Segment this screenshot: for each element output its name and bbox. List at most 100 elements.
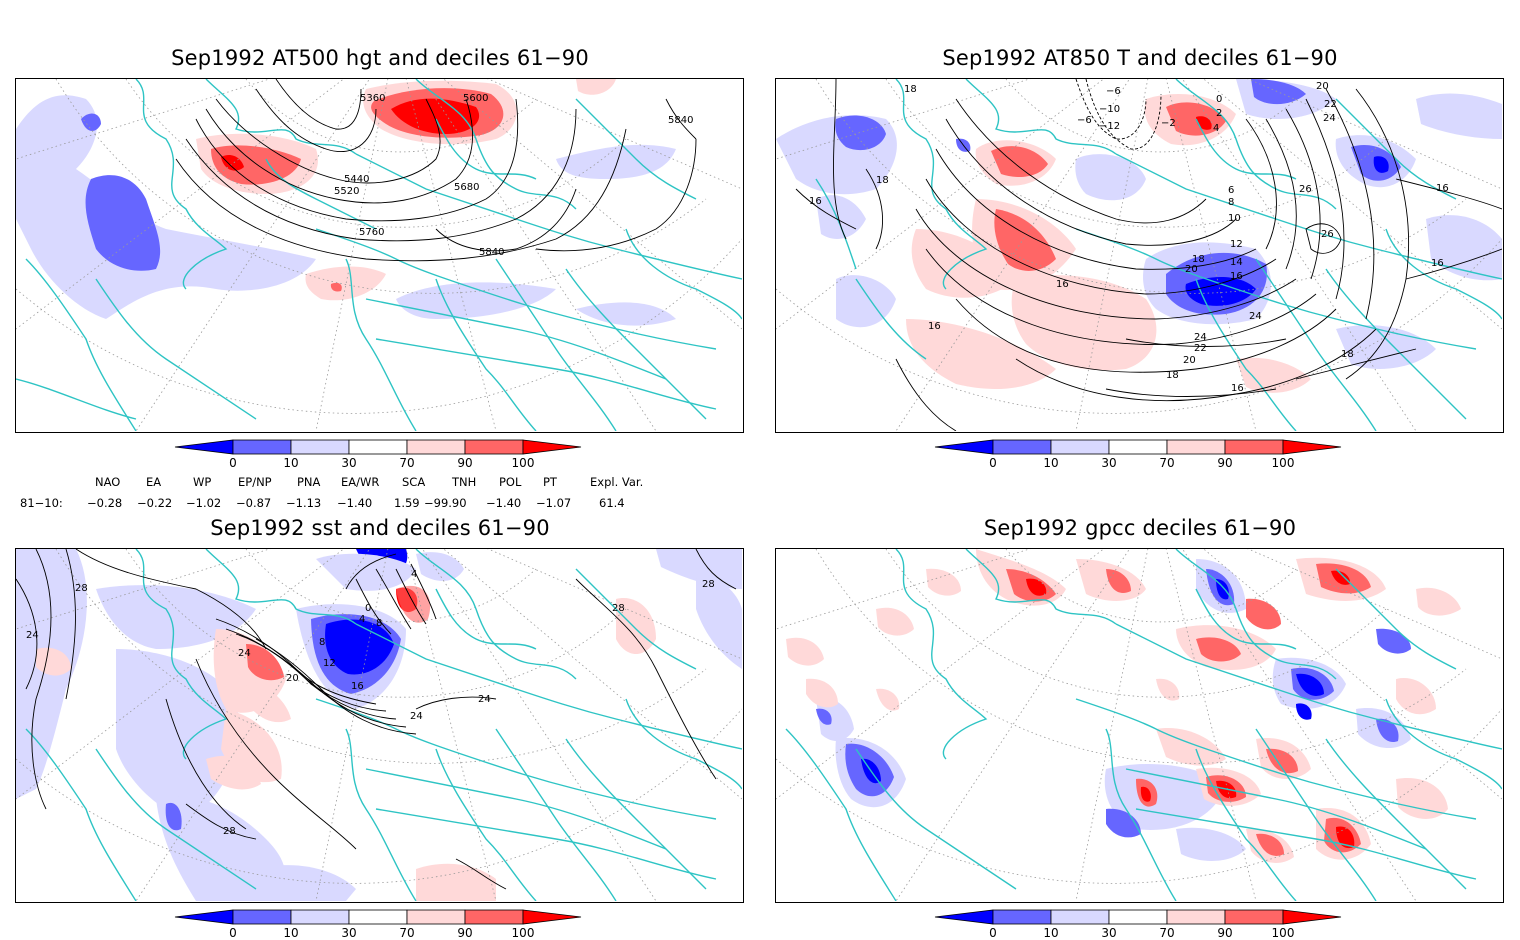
index-header: PNA	[297, 475, 321, 489]
contours	[16, 549, 737, 890]
contour-label: 28	[75, 583, 88, 594]
contour-label: 22	[1194, 343, 1207, 354]
contour-label: 0	[365, 603, 371, 614]
colorbar-svg: 0 10 30 70 90 100	[174, 909, 582, 940]
index-value: −1.40	[337, 496, 373, 510]
contour-labels: 5360 5600 5440 5520 5680 5760 5840 5840	[334, 93, 693, 258]
contour-label: 16	[1231, 383, 1244, 394]
index-value: −0.28	[87, 496, 123, 510]
index-header: EP/NP	[238, 475, 272, 489]
contour-label: 16	[928, 321, 941, 332]
index-header: TNH	[452, 475, 477, 489]
colorbar-tick-label: 70	[1159, 926, 1174, 940]
colorbar-segment	[1166, 439, 1226, 455]
colorbar-tick-label: 10	[283, 926, 298, 940]
colorbar-1: 0 10 30 70 90 100	[174, 438, 595, 470]
colorbar-svg: 0 10 30 70 90 100	[174, 439, 582, 470]
colorbar-4: 0 10 30 70 90 100	[934, 908, 1355, 940]
contour-label: 12	[1230, 239, 1243, 250]
colorbar-segment	[1050, 909, 1110, 925]
colorbar-tick-label: 0	[989, 926, 997, 940]
colorbar-segment	[290, 909, 350, 925]
contour-label: 5520	[334, 186, 359, 197]
colorbar-segment	[1282, 439, 1342, 455]
graticule	[776, 79, 1502, 431]
map-panel-at500-hgt: 5360 5600 5440 5520 5680 5760 5840 5840	[15, 78, 744, 433]
index-header: NAO	[95, 475, 121, 489]
map-sst: 28 24 24 20 12 8 4 0 4 8 16 24 24 28 28 …	[16, 549, 742, 901]
colorbar-tick-label: 0	[989, 456, 997, 470]
contour-label: 18	[1166, 370, 1179, 381]
index-value: −99.90	[424, 496, 467, 510]
contour-label: 5440	[344, 174, 369, 185]
contour-label: 2	[1216, 108, 1222, 119]
contour-label: 28	[223, 826, 236, 837]
index-value: −0.87	[236, 496, 272, 510]
colorbar-tick-label: 10	[283, 456, 298, 470]
colorbar-tick-label: 100	[1272, 456, 1295, 470]
contour-label: 4	[411, 569, 417, 580]
contour-label: −6	[1077, 115, 1092, 126]
colorbar-segment	[992, 909, 1052, 925]
contours	[175, 79, 697, 262]
index-value: 61.4	[599, 496, 625, 510]
graticule	[16, 549, 742, 901]
colorbar-tick-label: 0	[229, 926, 237, 940]
contour-label: 5840	[479, 247, 504, 258]
colorbar-tick-label: 0	[229, 456, 237, 470]
contour-label: 20	[1185, 264, 1198, 275]
decile-shading	[16, 79, 676, 326]
graticule	[776, 549, 1502, 901]
index-value: 1.59	[394, 496, 420, 510]
panel-title-2: Sep1992 AT850 T and deciles 61−90	[942, 46, 1338, 70]
colorbar-segment	[934, 439, 994, 455]
colorbar-tick-label: 70	[1159, 456, 1174, 470]
contour-label: 8	[1228, 197, 1234, 208]
map-at500-hgt: 5360 5600 5440 5520 5680 5760 5840 5840	[16, 79, 742, 431]
coastlines	[785, 549, 1502, 901]
contour-label: 22	[1324, 99, 1337, 110]
panel-title-1: Sep1992 AT500 hgt and deciles 61−90	[171, 46, 589, 70]
colorbar-tick-label: 10	[1043, 456, 1058, 470]
contour-label: 24	[478, 694, 491, 705]
panel-title-3: Sep1992 sst and deciles 61−90	[210, 516, 550, 540]
contour-label: 18	[1192, 254, 1205, 265]
contour-label: 4	[1213, 123, 1219, 134]
contour-label: 18	[1341, 349, 1354, 360]
index-header: POL	[499, 475, 522, 489]
contour-label: 0	[1216, 94, 1222, 105]
colorbar-tick-label: 10	[1043, 926, 1058, 940]
colorbar-segment	[232, 439, 292, 455]
contour-label: −6	[1106, 86, 1121, 97]
contour-label: 5360	[360, 93, 385, 104]
contour-label: 16	[809, 196, 822, 207]
contour-label: 5760	[359, 227, 384, 238]
coastlines	[25, 549, 742, 901]
contour-label: 5600	[463, 93, 488, 104]
coastlines	[16, 79, 742, 431]
contour-label: 24	[238, 648, 251, 659]
teleconnection-indices: NAO EA WP EP/NP PNA EA/WR SCA TNH POL PT…	[0, 475, 760, 515]
colorbar-segment	[1224, 909, 1284, 925]
contour-label: 24	[26, 630, 39, 641]
colorbar-segment	[522, 439, 582, 455]
colorbar-tick-label: 100	[512, 926, 535, 940]
contour-label: 14	[1230, 257, 1243, 268]
contour-label: 16	[1436, 183, 1449, 194]
contour-label: 20	[1316, 81, 1329, 92]
contour-label: 16	[1230, 271, 1243, 282]
contour-label: 24	[1194, 332, 1207, 343]
colorbar-tick-label: 90	[457, 456, 472, 470]
contour-label: 10	[1228, 213, 1241, 224]
index-header: SCA	[402, 475, 426, 489]
contour-label: 20	[1183, 355, 1196, 366]
panel-title-4: Sep1992 gpcc deciles 61−90	[983, 516, 1297, 540]
contour-label: −10	[1099, 104, 1120, 115]
contour-label: 18	[876, 175, 889, 186]
colorbar-tick-label: 100	[1272, 926, 1295, 940]
index-header: EA	[146, 475, 162, 489]
contour-label: 8	[376, 618, 382, 629]
coastlines	[815, 79, 1502, 431]
colorbar-segment	[464, 909, 524, 925]
contour-label: 6	[1228, 185, 1234, 196]
